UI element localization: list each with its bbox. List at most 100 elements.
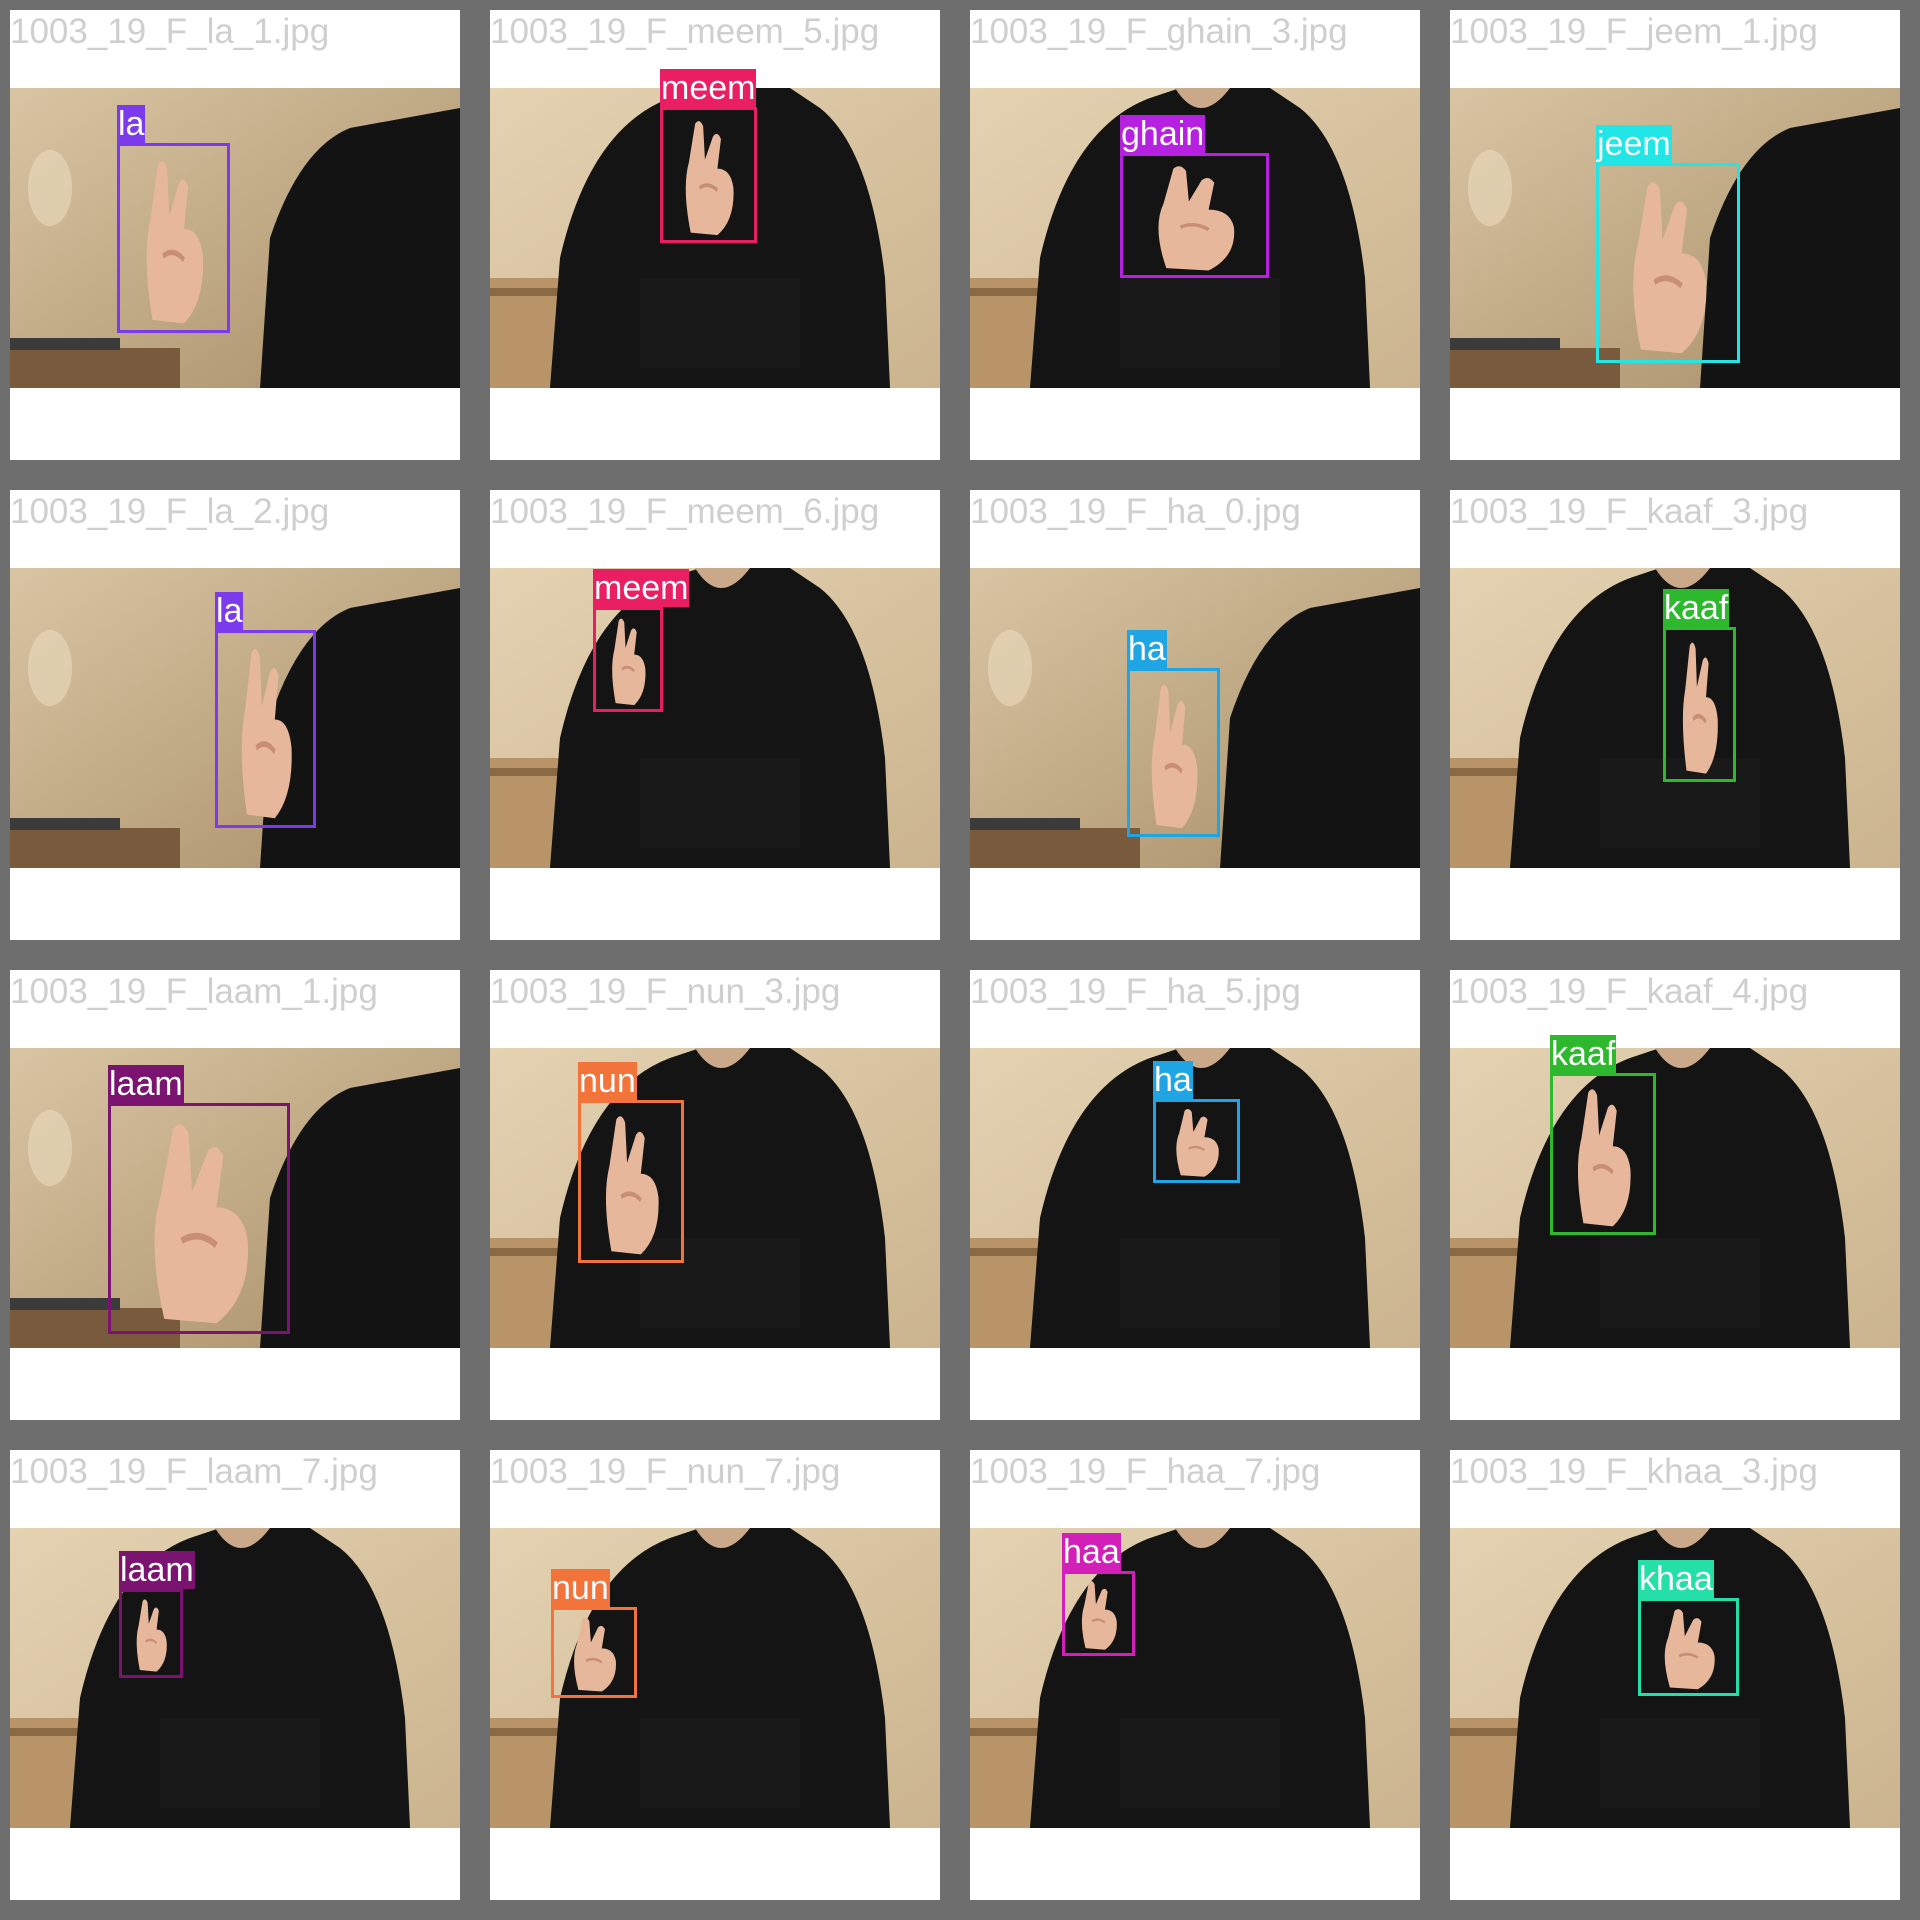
tile-filename: 1003_19_F_meem_6.jpg	[490, 492, 880, 531]
photo	[490, 1528, 940, 1828]
photo	[490, 88, 940, 388]
photo	[10, 88, 460, 388]
bounding-box-label: ha	[1153, 1061, 1193, 1099]
tile-filename: 1003_19_F_nun_7.jpg	[490, 1452, 841, 1491]
tile-filename: 1003_19_F_haa_7.jpg	[970, 1452, 1321, 1491]
tile-filename: 1003_19_F_kaaf_3.jpg	[1450, 492, 1809, 531]
image-tile: 1003_19_F_laam_7.jpg laam	[0, 1440, 460, 1900]
bounding-box	[551, 1607, 637, 1698]
photo	[10, 1528, 460, 1828]
bounding-box-label: meem	[593, 569, 690, 607]
bounding-box-label: kaaf	[1550, 1035, 1617, 1073]
hand-sign	[664, 111, 753, 239]
bounding-box-label: haa	[1062, 1533, 1121, 1571]
tile-filename: 1003_19_F_la_2.jpg	[10, 492, 330, 531]
bounding-box	[593, 607, 663, 712]
bounding-box	[1127, 668, 1220, 837]
hand-sign	[219, 634, 312, 824]
hand-sign	[121, 147, 226, 329]
hand-sign	[597, 611, 659, 708]
image-tile: 1003_19_F_jeem_1.jpg jeem	[1440, 0, 1900, 460]
tile-canvas: 1003_19_F_ghain_3.jpg ghain	[970, 10, 1420, 460]
bounding-box	[1596, 163, 1740, 363]
tile-canvas: 1003_19_F_la_2.jpg la	[10, 490, 460, 940]
hand-sign	[123, 1593, 179, 1674]
image-tile: 1003_19_F_kaaf_4.jpg kaaf	[1440, 960, 1900, 1420]
tile-filename: 1003_19_F_nun_3.jpg	[490, 972, 841, 1011]
photo	[1450, 1048, 1900, 1348]
image-tile: 1003_19_F_laam_1.jpg laam	[0, 960, 460, 1420]
tile-canvas: 1003_19_F_khaa_3.jpg khaa	[1450, 1450, 1900, 1900]
image-tile: 1003_19_F_ha_0.jpg ha	[960, 480, 1420, 940]
photo	[970, 568, 1420, 868]
image-tile: 1003_19_F_kaaf_3.jpg kaaf	[1440, 480, 1900, 940]
tile-canvas: 1003_19_F_jeem_1.jpg jeem	[1450, 10, 1900, 460]
photo	[490, 568, 940, 868]
tile-filename: 1003_19_F_la_1.jpg	[10, 12, 330, 51]
bounding-box	[119, 1589, 183, 1678]
bounding-box-label: la	[117, 105, 146, 143]
bounding-box	[215, 630, 316, 828]
bounding-box-label: jeem	[1596, 125, 1672, 163]
bounding-box-label: laam	[108, 1065, 184, 1103]
image-tile: 1003_19_F_ha_5.jpg ha	[960, 960, 1420, 1420]
bounding-box	[1120, 153, 1269, 278]
bounding-box	[660, 107, 757, 243]
tile-canvas: 1003_19_F_haa_7.jpg haa	[970, 1450, 1420, 1900]
hand-sign	[1157, 1103, 1236, 1179]
image-tile: 1003_19_F_meem_6.jpg meem	[480, 480, 940, 940]
bounding-box-label: meem	[660, 69, 757, 107]
tile-canvas: 1003_19_F_meem_5.jpg meem	[490, 10, 940, 460]
tile-filename: 1003_19_F_jeem_1.jpg	[1450, 12, 1818, 51]
image-tile: 1003_19_F_haa_7.jpg haa	[960, 1440, 1420, 1900]
bounding-box	[578, 1100, 684, 1263]
tile-canvas: 1003_19_F_kaaf_3.jpg kaaf	[1450, 490, 1900, 940]
tile-filename: 1003_19_F_laam_7.jpg	[10, 1452, 378, 1491]
bounding-box-label: khaa	[1638, 1560, 1714, 1598]
tile-canvas: 1003_19_F_laam_1.jpg laam	[10, 970, 460, 1420]
bounding-box-label: nun	[551, 1569, 610, 1607]
tile-canvas: 1003_19_F_meem_6.jpg meem	[490, 490, 940, 940]
tile-filename: 1003_19_F_ha_5.jpg	[970, 972, 1301, 1011]
image-tile: 1003_19_F_nun_7.jpg nun	[480, 1440, 940, 1900]
bounding-box-label: kaaf	[1663, 589, 1730, 627]
hand-sign	[582, 1104, 680, 1259]
tile-canvas: 1003_19_F_la_1.jpg la	[10, 10, 460, 460]
hand-sign	[1642, 1602, 1735, 1692]
bounding-box	[117, 143, 230, 333]
tile-filename: 1003_19_F_kaaf_4.jpg	[1450, 972, 1809, 1011]
image-tile: 1003_19_F_khaa_3.jpg khaa	[1440, 1440, 1900, 1900]
tile-filename: 1003_19_F_laam_1.jpg	[10, 972, 378, 1011]
image-tile: 1003_19_F_la_1.jpg la	[0, 0, 460, 460]
bounding-box	[1638, 1598, 1739, 1696]
hand-sign	[1600, 167, 1736, 359]
tile-filename: 1003_19_F_meem_5.jpg	[490, 12, 880, 51]
image-tile: 1003_19_F_meem_5.jpg meem	[480, 0, 940, 460]
tile-canvas: 1003_19_F_nun_3.jpg nun	[490, 970, 940, 1420]
photo	[490, 1048, 940, 1348]
tile-canvas: 1003_19_F_nun_7.jpg nun	[490, 1450, 940, 1900]
bounding-box	[1062, 1571, 1135, 1656]
tile-canvas: 1003_19_F_laam_7.jpg laam	[10, 1450, 460, 1900]
tile-filename: 1003_19_F_khaa_3.jpg	[1450, 1452, 1818, 1491]
hand-sign	[1554, 1077, 1652, 1231]
bounding-box-label: la	[215, 592, 244, 630]
bounding-box-label: laam	[119, 1551, 195, 1589]
photo	[970, 1048, 1420, 1348]
hand-sign	[1667, 631, 1732, 778]
image-tile: 1003_19_F_la_2.jpg la	[0, 480, 460, 940]
tile-filename: 1003_19_F_ha_0.jpg	[970, 492, 1301, 531]
bounding-box	[108, 1103, 290, 1334]
hand-sign	[1131, 672, 1216, 833]
photo	[1450, 1528, 1900, 1828]
hand-sign	[1124, 157, 1265, 274]
bounding-box-label: ghain	[1120, 115, 1206, 153]
bounding-box	[1550, 1073, 1656, 1235]
hand-sign	[555, 1611, 633, 1694]
bounding-box	[1153, 1099, 1240, 1183]
bounding-box	[1663, 627, 1736, 782]
bounding-box-label: nun	[578, 1062, 637, 1100]
image-tile: 1003_19_F_ghain_3.jpg ghain	[960, 0, 1420, 460]
hand-sign	[112, 1107, 286, 1330]
